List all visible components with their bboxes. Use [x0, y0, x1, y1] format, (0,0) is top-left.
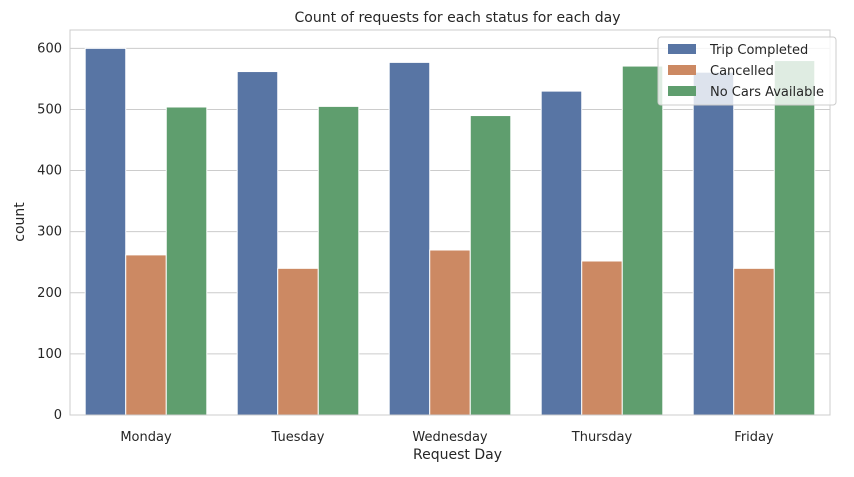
x-tick-label: Friday — [734, 430, 774, 445]
bar-wednesday-no-cars-available — [469, 115, 512, 416]
legend: Trip Completed Cancelled No Cars Available — [657, 36, 837, 106]
x-axis-label: Request Day — [413, 447, 502, 463]
legend-swatch — [668, 65, 696, 75]
bar-wednesday-trip-completed — [388, 61, 431, 416]
chart-title: Count of requests for each status for ea… — [295, 10, 621, 26]
bar-monday-cancelled — [125, 254, 167, 416]
x-tick-labels: Monday Tuesday Wednesday Thursday Friday — [120, 430, 774, 445]
bar-tuesday-cancelled — [277, 267, 319, 416]
y-tick-label: 0 — [54, 408, 62, 423]
bar-tuesday-trip-completed — [236, 71, 279, 416]
legend-box — [657, 36, 837, 106]
x-tick-label: Wednesday — [412, 430, 488, 445]
x-tick-label: Tuesday — [271, 430, 325, 445]
y-tick-label: 600 — [37, 41, 62, 56]
legend-label: Cancelled — [710, 64, 774, 79]
y-tick-label: 200 — [37, 286, 62, 301]
y-tick-label: 300 — [37, 225, 62, 240]
x-tick-label: Thursday — [571, 430, 633, 445]
legend-label: No Cars Available — [710, 85, 824, 100]
x-tick-label: Monday — [120, 430, 172, 445]
legend-swatch — [668, 44, 696, 54]
bar-thursday-cancelled — [581, 260, 623, 416]
bar-friday-no-cars-available — [773, 60, 816, 416]
y-tick-label: 100 — [37, 347, 62, 362]
bar-thursday-trip-completed — [540, 90, 583, 416]
bar-monday-no-cars-available — [165, 106, 208, 416]
plot-frame — [69, 29, 831, 416]
y-tick-labels: 0 100 200 300 400 500 600 — [37, 41, 62, 423]
bar-friday-cancelled — [733, 267, 775, 416]
bar-friday-trip-completed — [692, 71, 735, 416]
bar-wednesday-cancelled — [429, 249, 471, 416]
bar-tuesday-no-cars-available — [317, 105, 360, 416]
bar-monday-trip-completed — [84, 47, 127, 416]
legend-label: Trip Completed — [709, 43, 808, 58]
y-tick-label: 500 — [37, 102, 62, 117]
legend-swatch — [668, 86, 696, 96]
bars — [84, 47, 816, 416]
y-axis-label: count — [12, 202, 28, 242]
bar-thursday-no-cars-available — [621, 65, 664, 416]
y-tick-label: 400 — [37, 164, 62, 179]
